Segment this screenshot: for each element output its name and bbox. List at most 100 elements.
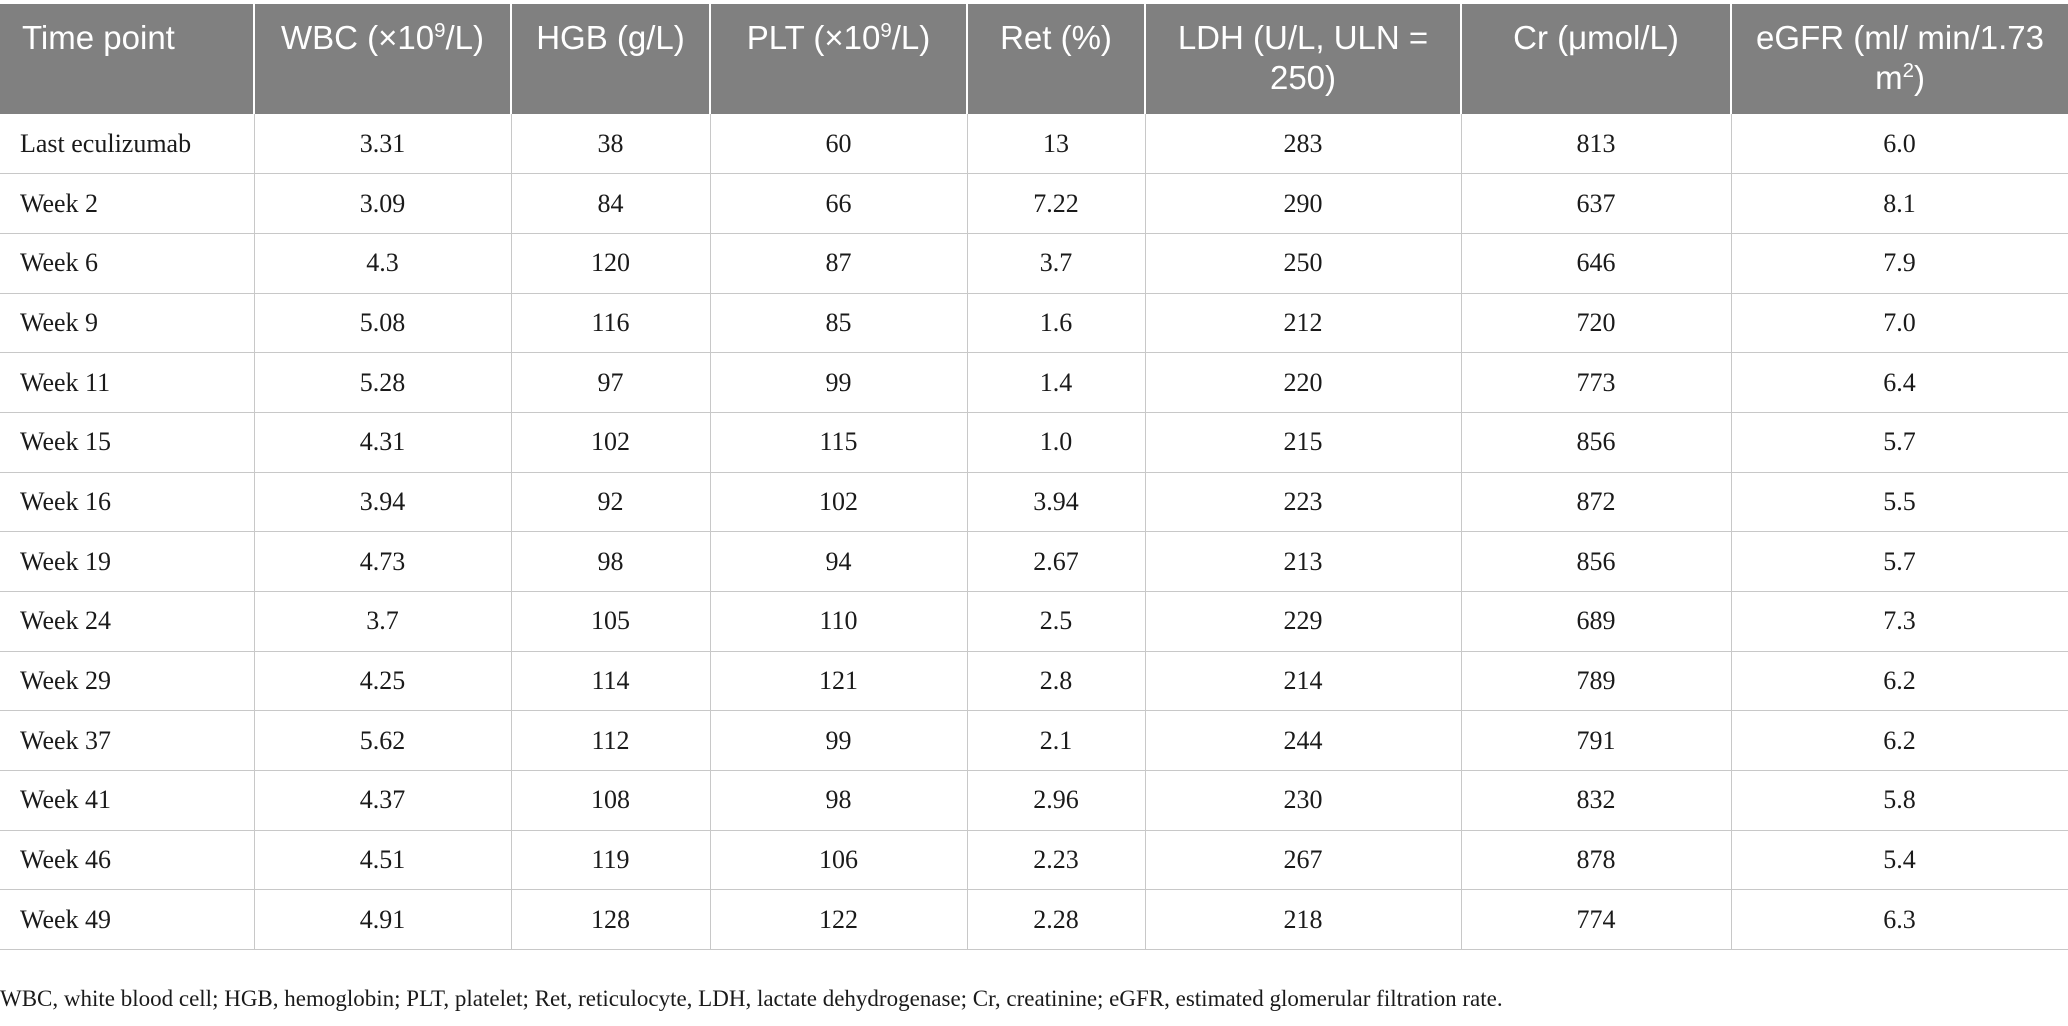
cell-egfr: 8.1 (1730, 173, 2068, 234)
table-row: Week 29 4.25 114 121 2.8 214 789 6.2 (0, 651, 2068, 712)
header-egfr: eGFR (ml/ min/1.73 m2) (1730, 4, 2068, 114)
header-label: Time point (22, 19, 175, 56)
cell-plt: 102 (709, 472, 967, 533)
cell-ret: 1.4 (966, 352, 1145, 413)
header-label: HGB (g/L) (536, 19, 685, 56)
cell-egfr: 7.0 (1730, 293, 2068, 354)
table-row: Last eculizumab 3.31 38 60 13 283 813 6.0 (0, 114, 2068, 175)
cell-cr: 646 (1460, 233, 1731, 294)
cell-egfr: 6.4 (1730, 352, 2068, 413)
table-row: Week 16 3.94 92 102 3.94 223 872 5.5 (0, 472, 2068, 533)
cell-ldh: 283 (1144, 114, 1461, 175)
table-row: Week 37 5.62 112 99 2.1 244 791 6.2 (0, 710, 2068, 772)
cell-time-point: Week 9 (0, 293, 254, 354)
cell-plt: 99 (709, 710, 967, 772)
table-row: Week 15 4.31 102 115 1.0 215 856 5.7 (0, 412, 2068, 473)
cell-ret: 3.94 (966, 472, 1145, 533)
table-body: Last eculizumab 3.31 38 60 13 283 813 6.0 Week 2… (0, 114, 2068, 951)
table-row: Week 41 4.37 108 98 2.96 230 832 5.8 (0, 770, 2068, 831)
table-row: Week 11 5.28 97 99 1.4 220 773 6.4 (0, 352, 2068, 413)
cell-egfr: 5.8 (1730, 770, 2068, 831)
table-row: Week 19 4.73 98 94 2.67 213 856 5.7 (0, 531, 2068, 592)
cell-cr: 689 (1460, 591, 1731, 652)
cell-cr: 856 (1460, 531, 1731, 592)
cell-ldh: 215 (1144, 412, 1461, 473)
cell-time-point: Week 15 (0, 412, 254, 473)
header-label: Ret (%) (1000, 19, 1112, 56)
cell-ldh: 229 (1144, 591, 1461, 652)
cell-cr: 832 (1460, 770, 1731, 831)
cell-ret: 7.22 (966, 173, 1145, 234)
cell-wbc: 4.25 (253, 651, 511, 712)
cell-time-point: Week 29 (0, 651, 254, 712)
cell-ldh: 230 (1144, 770, 1461, 831)
cell-egfr: 5.5 (1730, 472, 2068, 533)
cell-wbc: 4.3 (253, 233, 511, 294)
header-label: eGFR (ml/ min/1.73 m2) (1756, 19, 2044, 96)
header-hgb: HGB (g/L) (510, 4, 710, 114)
header-label: Cr (μmol/L) (1513, 19, 1679, 56)
cell-cr: 856 (1460, 412, 1731, 473)
cell-plt: 60 (709, 114, 967, 175)
cell-hgb: 97 (510, 352, 710, 413)
cell-wbc: 3.94 (253, 472, 511, 533)
cell-hgb: 119 (510, 830, 710, 891)
header-cr: Cr (μmol/L) (1460, 4, 1731, 114)
cell-time-point: Week 46 (0, 830, 254, 891)
header-ret: Ret (%) (966, 4, 1145, 114)
cell-hgb: 98 (510, 531, 710, 592)
cell-plt: 94 (709, 531, 967, 592)
header-label: LDH (U/L, ULN = 250) (1177, 19, 1429, 96)
cell-wbc: 5.28 (253, 352, 511, 413)
cell-egfr: 5.7 (1730, 531, 2068, 592)
cell-wbc: 5.08 (253, 293, 511, 354)
cell-plt: 115 (709, 412, 967, 473)
cell-cr: 878 (1460, 830, 1731, 891)
cell-wbc: 5.62 (253, 710, 511, 772)
cell-wbc: 4.37 (253, 770, 511, 831)
cell-egfr: 6.2 (1730, 651, 2068, 712)
cell-cr: 813 (1460, 114, 1731, 175)
cell-time-point: Week 37 (0, 710, 254, 772)
cell-cr: 791 (1460, 710, 1731, 772)
header-time-point: Time point (0, 4, 254, 114)
cell-ldh: 267 (1144, 830, 1461, 891)
cell-wbc: 3.09 (253, 173, 511, 234)
cell-wbc: 4.31 (253, 412, 511, 473)
table-footnote: WBC, white blood cell; HGB, hemoglobin; … (0, 986, 1503, 1011)
cell-ret: 2.96 (966, 770, 1145, 831)
cell-ldh: 218 (1144, 889, 1461, 951)
cell-hgb: 120 (510, 233, 710, 294)
header-wbc: WBC (×109/L) (253, 4, 511, 114)
cell-cr: 720 (1460, 293, 1731, 354)
table-row: Week 9 5.08 116 85 1.6 212 720 7.0 (0, 293, 2068, 354)
cell-hgb: 108 (510, 770, 710, 831)
cell-ret: 2.23 (966, 830, 1145, 891)
cell-time-point: Week 19 (0, 531, 254, 592)
header-label: PLT (×109/L) (746, 19, 931, 56)
cell-ret: 1.6 (966, 293, 1145, 354)
cell-time-point: Last eculizumab (0, 114, 254, 175)
cell-ldh: 223 (1144, 472, 1461, 533)
cell-hgb: 92 (510, 472, 710, 533)
table-row: Week 2 3.09 84 66 7.22 290 637 8.1 (0, 173, 2068, 234)
cell-ret: 2.1 (966, 710, 1145, 772)
cell-ret: 2.67 (966, 531, 1145, 592)
cell-cr: 637 (1460, 173, 1731, 234)
cell-hgb: 38 (510, 114, 710, 175)
cell-plt: 110 (709, 591, 967, 652)
cell-time-point: Week 24 (0, 591, 254, 652)
cell-hgb: 116 (510, 293, 710, 354)
cell-plt: 106 (709, 830, 967, 891)
cell-plt: 87 (709, 233, 967, 294)
cell-time-point: Week 11 (0, 352, 254, 413)
cell-time-point: Week 16 (0, 472, 254, 533)
cell-hgb: 114 (510, 651, 710, 712)
cell-egfr: 6.0 (1730, 114, 2068, 175)
cell-ret: 2.28 (966, 889, 1145, 951)
cell-hgb: 84 (510, 173, 710, 234)
cell-plt: 99 (709, 352, 967, 413)
table-row: Week 49 4.91 128 122 2.28 218 774 6.3 (0, 889, 2068, 951)
cell-time-point: Week 2 (0, 173, 254, 234)
header-row: Time point WBC (×109/L) HGB (g/L) PLT (×… (0, 4, 2068, 114)
